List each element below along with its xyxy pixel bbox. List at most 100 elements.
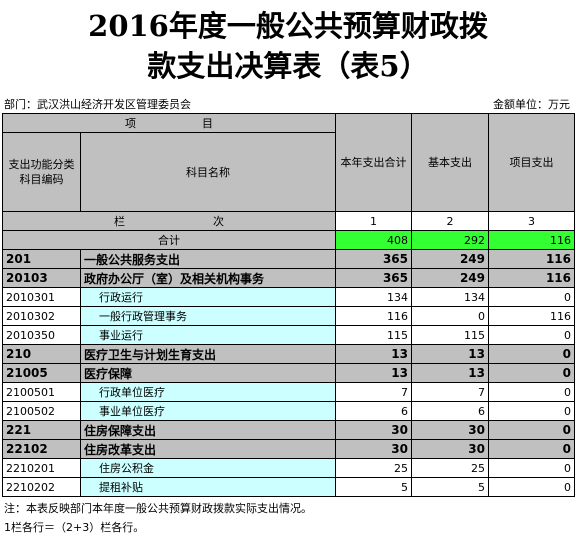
cell-total: 365 (335, 268, 412, 288)
header-n3: 3 (488, 211, 575, 231)
cell-code: 2100501 (2, 382, 81, 402)
cell-total: 365 (335, 249, 412, 269)
cell-code: 2210201 (2, 458, 81, 478)
cell-name: 提租补贴 (80, 477, 336, 497)
header-lanci: 栏 次 (2, 211, 336, 231)
cell-basic: 0 (411, 306, 489, 326)
header-row-lanci: 栏 次 1 2 3 (2, 211, 575, 231)
cell-project: 0 (488, 401, 575, 421)
cell-project: 116 (488, 249, 575, 269)
cell-project: 0 (488, 420, 575, 440)
cell-code: 2010350 (2, 325, 81, 345)
table-row: 21005 医疗保障 13 13 0 (2, 363, 575, 383)
cell-basic: 249 (411, 268, 489, 288)
cell-code: 210 (2, 344, 81, 364)
cell-name: 住房保障支出 (80, 420, 336, 440)
cell-project: 0 (488, 477, 575, 497)
header-row-names: 支出功能分类科目编码 科目名称 (2, 132, 575, 212)
header-col-total: 本年支出合计 (335, 113, 412, 212)
note-line-2: 1栏各行＝（2+3）栏各行。 (4, 521, 145, 534)
title-line-2: 款支出决算表（表5） (147, 49, 429, 83)
total-total: 408 (335, 230, 412, 250)
cell-name: 事业单位医疗 (80, 401, 336, 421)
cell-project: 0 (488, 439, 575, 459)
cell-project: 116 (488, 306, 575, 326)
header-name: 科目名称 (80, 132, 336, 212)
cell-basic: 249 (411, 249, 489, 269)
cell-total: 13 (335, 363, 412, 383)
header-row-item: 项 目 本年支出合计 基本支出 项目支出 (2, 113, 575, 212)
cell-project: 0 (488, 287, 575, 307)
cell-name: 行政单位医疗 (80, 382, 336, 402)
cell-total: 6 (335, 401, 412, 421)
cell-total: 115 (335, 325, 412, 345)
cell-code: 2010302 (2, 306, 81, 326)
unit-label: 金额单位：万元 (493, 98, 570, 111)
total-basic: 292 (411, 230, 489, 250)
cell-project: 0 (488, 344, 575, 364)
cell-project: 0 (488, 458, 575, 478)
header-col-project: 项目支出 (488, 113, 575, 212)
note-line-1: 注：本表反映部门本年度一般公共预算财政拨款实际支出情况。 (4, 502, 312, 515)
cell-total: 134 (335, 287, 412, 307)
cell-name: 医疗保障 (80, 363, 336, 383)
header-n2: 2 (411, 211, 489, 231)
department-label: 部门：武汉洪山经济开发区管理委员会 (4, 98, 191, 111)
cell-basic: 5 (411, 477, 489, 497)
table-row: 2210202 提租补贴 5 5 0 (2, 477, 575, 497)
table-row: 2210201 住房公积金 25 25 0 (2, 458, 575, 478)
cell-basic: 30 (411, 439, 489, 459)
table-row: 2010302 一般行政管理事务 116 0 116 (2, 306, 575, 326)
cell-name: 一般公共服务支出 (80, 249, 336, 269)
table-row: 20103 政府办公厅（室）及相关机构事务 365 249 116 (2, 268, 575, 288)
cell-code: 2100502 (2, 401, 81, 421)
cell-total: 30 (335, 420, 412, 440)
total-project: 116 (488, 230, 575, 250)
cell-project: 116 (488, 268, 575, 288)
title-line-1: 2016年度一般公共预算财政拨 (88, 9, 488, 43)
cell-basic: 6 (411, 401, 489, 421)
cell-name: 医疗卫生与计划生育支出 (80, 344, 336, 364)
table-row: 2010350 事业运行 115 115 0 (2, 325, 575, 345)
table-row: 201 一般公共服务支出 365 249 116 (2, 249, 575, 269)
cell-code: 22102 (2, 439, 81, 459)
cell-basic: 30 (411, 420, 489, 440)
cell-name: 政府办公厅（室）及相关机构事务 (80, 268, 336, 288)
table-row: 210 医疗卫生与计划生育支出 13 13 0 (2, 344, 575, 364)
cell-basic: 25 (411, 458, 489, 478)
cell-basic: 134 (411, 287, 489, 307)
cell-basic: 13 (411, 344, 489, 364)
cell-basic: 115 (411, 325, 489, 345)
header-code: 支出功能分类科目编码 (2, 132, 81, 212)
table-row: 22102 住房改革支出 30 30 0 (2, 439, 575, 459)
table-row: 2100501 行政单位医疗 7 7 0 (2, 382, 575, 402)
cell-code: 20103 (2, 268, 81, 288)
cell-code: 2210202 (2, 477, 81, 497)
header-col-basic: 基本支出 (411, 113, 489, 212)
cell-code: 221 (2, 420, 81, 440)
cell-basic: 13 (411, 363, 489, 383)
cell-total: 25 (335, 458, 412, 478)
total-label: 合计 (2, 230, 336, 250)
header-n1: 1 (335, 211, 412, 231)
cell-name: 行政运行 (80, 287, 336, 307)
table-row: 2010301 行政运行 134 134 0 (2, 287, 575, 307)
cell-total: 13 (335, 344, 412, 364)
table-row: 221 住房保障支出 30 30 0 (2, 420, 575, 440)
cell-code: 2010301 (2, 287, 81, 307)
cell-project: 0 (488, 325, 575, 345)
cell-name: 一般行政管理事务 (80, 306, 336, 326)
table-row: 2100502 事业单位医疗 6 6 0 (2, 401, 575, 421)
cell-project: 0 (488, 382, 575, 402)
cell-basic: 7 (411, 382, 489, 402)
expenditure-table: 项 目 本年支出合计 基本支出 项目支出 支出功能分类科目编码 科目名称 栏 次… (2, 113, 575, 497)
cell-project: 0 (488, 363, 575, 383)
header-item: 项 目 (2, 113, 336, 133)
cell-name: 住房改革支出 (80, 439, 336, 459)
total-row: 合计 408 292 116 (2, 230, 575, 250)
cell-code: 201 (2, 249, 81, 269)
cell-total: 5 (335, 477, 412, 497)
cell-code: 21005 (2, 363, 81, 383)
cell-total: 7 (335, 382, 412, 402)
cell-name: 住房公积金 (80, 458, 336, 478)
